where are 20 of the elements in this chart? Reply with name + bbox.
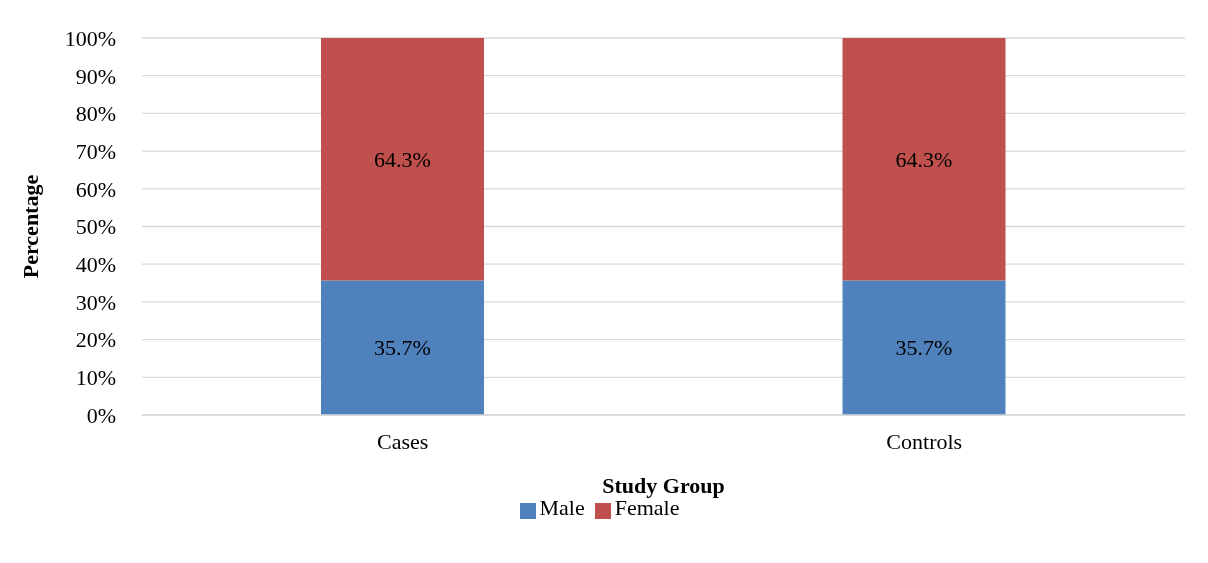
x-tick-label: Cases — [377, 428, 429, 454]
y-tick-label: 50% — [75, 214, 116, 240]
y-tick-label: 100% — [64, 25, 116, 51]
y-tick-label: 10% — [75, 365, 116, 391]
y-tick-label: 70% — [75, 138, 116, 164]
y-tick-label: 60% — [75, 176, 116, 202]
data-label: 64.3% — [895, 146, 953, 172]
y-tick-label: 90% — [75, 63, 116, 89]
y-tick-label: 0% — [86, 402, 116, 428]
y-tick-label: 20% — [75, 327, 116, 353]
y-axis-title: Percentage — [17, 174, 43, 279]
data-label: 35.7% — [374, 335, 431, 361]
legend-label: Male — [539, 495, 585, 520]
data-label: 35.7% — [895, 335, 953, 361]
y-tick-label: 80% — [75, 101, 116, 127]
x-tick-label: Controls — [886, 428, 963, 454]
x-axis-title: Study Group — [602, 473, 725, 498]
y-tick-label: 40% — [75, 252, 116, 278]
data-label: 64.3% — [374, 146, 431, 172]
y-tick-label: 30% — [75, 289, 116, 315]
